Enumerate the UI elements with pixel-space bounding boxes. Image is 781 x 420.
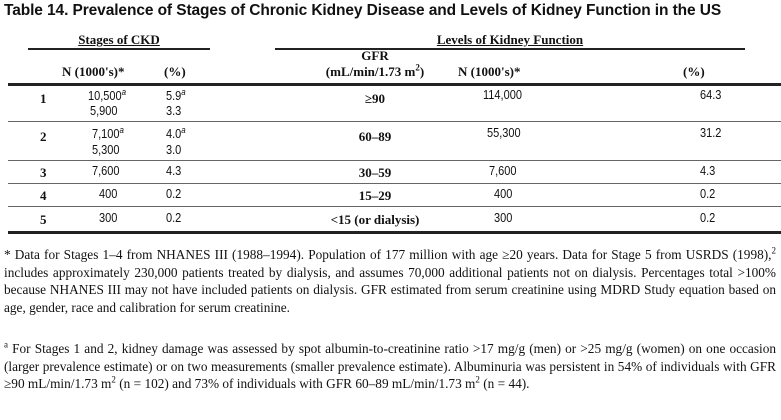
pct-value: 0.2 [166,211,182,225]
header-divider [8,83,781,86]
n-text: 10,500 [88,89,122,103]
pct-value-2: 3.0 [166,143,182,157]
header-gfr-unit: (mL/min/1.73 m [325,64,416,79]
n-value: 400 [99,187,118,201]
gfr-range: ≥90 [364,91,386,106]
header-gfr: GFR (mL/min/1.73 m2) [305,48,445,80]
table-bottom-rule [8,231,781,234]
n-gfr-value: 114,000 [483,88,522,102]
n-value: 300 [99,211,118,225]
group-header-stages: Stages of CKD [78,32,160,47]
pct-sup: a [181,86,186,97]
header-gfr-line1: GFR [361,48,389,63]
n-gfr-value: 7,600 [489,164,517,178]
footnote-text: Data for Stages 1–4 from NHANES III (198… [14,247,772,262]
header-gfr-line2: (mL/min/1.73 m2) [305,62,445,80]
gfr-range: 15–29 [358,188,392,203]
n-value: 10,500a [88,86,127,103]
stage-label: 2 [40,129,47,144]
pct-value: 0.2 [166,187,182,201]
row-divider [8,183,781,184]
footnote-mark: * [4,247,11,262]
header-gfr-close: ) [419,64,425,79]
stage-label: 5 [40,212,47,227]
n-text: 7,100 [92,127,120,141]
footnote-a: a For Stages 1 and 2, kidney damage was … [4,340,776,393]
table-title: Table 14. Prevalence of Stages of Chroni… [4,2,722,19]
gfr-range: <15 (or dialysis) [330,212,420,227]
footnote-text: For Stages 1 and 2, kidney damage was as… [4,341,777,392]
footnote-star: * Data for Stages 1–4 from NHANES III (1… [4,246,776,316]
row-divider [8,160,781,161]
n-value-2: 5,300 [92,143,120,157]
pct-text: 4.0 [166,127,182,141]
pct-text: 5.9 [166,89,182,103]
pct-value: 5.9a [166,86,186,103]
pct-gfr-value: 64.3 [700,88,722,102]
header-pct-left: (%) [164,64,186,79]
footnote-text: (n = 44). [479,376,530,392]
n-sup: a [119,124,124,135]
divider [275,48,745,50]
stage-label: 4 [40,188,47,203]
n-value: 7,100a [92,124,124,141]
divider [28,48,210,50]
n-gfr-value: 400 [494,187,513,201]
n-value: 7,600 [92,164,120,178]
unit-sup: 2 [475,374,480,385]
pct-sup: a [181,124,186,135]
pct-value-2: 3.3 [166,104,182,118]
footnote-text: includes approximately 230,000 patients … [4,264,776,315]
pct-gfr-value: 4.3 [700,164,716,178]
pct-gfr-value: 0.2 [700,187,716,201]
unit-sup: 2 [111,374,116,385]
row-divider [8,121,781,122]
header-gfr-sup: 2 [415,62,420,73]
footnote-text: (n = 102) and 73% of individuals with GF… [115,376,476,392]
pct-gfr-value: 0.2 [700,211,716,225]
n-gfr-value: 300 [494,211,513,225]
n-gfr-value: 55,300 [487,126,521,140]
header-n-left: N (1000's)* [62,64,125,79]
n-value-2: 5,900 [90,104,118,118]
footnote-mark: a [4,339,8,350]
reference-sup: 2 [771,245,777,256]
gfr-range: 60–89 [358,129,392,144]
stage-label: 3 [40,165,47,180]
header-n-right: N (1000's)* [458,64,521,79]
pct-value: 4.3 [166,164,182,178]
pct-gfr-value: 31.2 [700,126,722,140]
group-header-levels: Levels of Kidney Function [436,32,584,47]
gfr-range: 30–59 [358,165,392,180]
stage-label: 1 [40,91,47,106]
n-sup: a [121,86,127,97]
pct-value: 4.0a [166,124,186,141]
header-pct-right: (%) [683,64,705,79]
row-divider [8,206,781,207]
